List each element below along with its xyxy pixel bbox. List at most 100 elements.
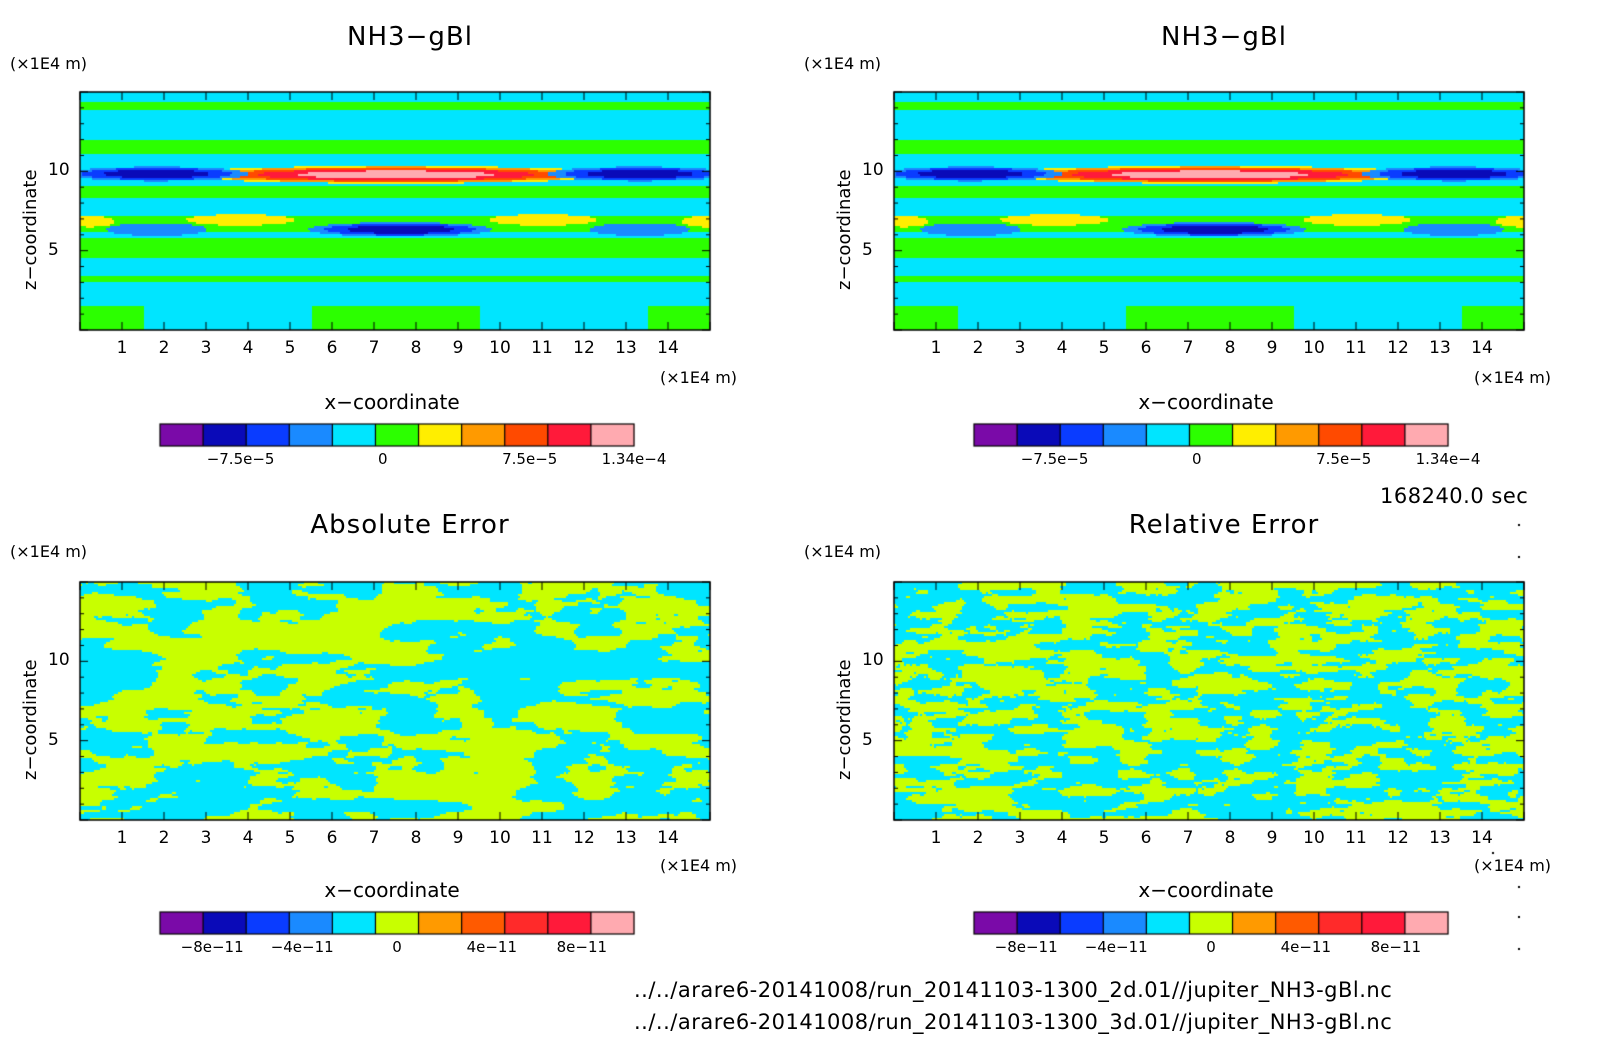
panel-1-x-tick: 11 — [531, 338, 553, 358]
panel-3-x-tick: 2 — [158, 828, 170, 848]
panel-2-colorbar-tick: 7.5e−5 — [1316, 450, 1372, 468]
panel-4-y-unit: (×1E4 m) — [804, 542, 882, 561]
panel-2-x-tick: 1 — [930, 338, 942, 358]
panel-1-x-tick: 12 — [573, 338, 595, 358]
panel-3-x-tick: 4 — [242, 828, 254, 848]
panel-4-y-tick: 10 — [862, 650, 884, 671]
panel-4-colorbar-tick: 4e−11 — [1280, 938, 1332, 956]
panel-1-x-tick: 3 — [200, 338, 212, 358]
panel-3-x-tick: 3 — [200, 828, 212, 848]
panel-4-y-label: z−coordinate — [834, 659, 855, 780]
panel-2-y-tick: 5 — [862, 239, 873, 260]
panel-2-x-tick: 6 — [1140, 338, 1152, 358]
panel-3-x-tick: 11 — [531, 828, 553, 848]
panel-4-x-tick: 13 — [1429, 828, 1451, 848]
panel-2-colorbar-tick: 1.34e−4 — [1415, 450, 1481, 468]
panel-4-x-tick: 10 — [1303, 828, 1325, 848]
panel-2-x-tick: 8 — [1224, 338, 1236, 358]
panel-4-title: Relative Error — [1128, 510, 1320, 540]
panel-4-colorbar-tick: −8e−11 — [994, 938, 1058, 956]
panel-3-title: Absolute Error — [310, 510, 510, 540]
panel-2-x-tick: 14 — [1471, 338, 1493, 358]
panel-3-x-unit: (×1E4 m) — [660, 856, 738, 875]
panel-2-title: NH3−gBl — [1161, 22, 1287, 52]
panel-4-colorbar-tick: 0 — [1206, 938, 1216, 956]
panel-4-x-tick: 11 — [1345, 828, 1367, 848]
panel-4-y-tick: 5 — [862, 729, 873, 750]
panel-3-colorbar-tick: 8e−11 — [556, 938, 608, 956]
panel-4-x-tick: 1 — [930, 828, 942, 848]
panel-1-y-unit: (×1E4 m) — [10, 54, 88, 73]
panel-3-x-label: x−coordinate — [324, 878, 460, 902]
panel-2-x-tick: 11 — [1345, 338, 1367, 358]
panel-1-colorbar-tick: −7.5e−5 — [206, 450, 275, 468]
panel-4-x-tick: 12 — [1387, 828, 1409, 848]
panel-2-colorbar-tick: −7.5e−5 — [1020, 450, 1089, 468]
panel-4-x-tick: 5 — [1098, 828, 1110, 848]
panel-3-y-label: z−coordinate — [20, 659, 41, 780]
panel-3-colorbar-tick: −4e−11 — [270, 938, 334, 956]
panel-3-y-tick: 10 — [48, 650, 70, 671]
panel-4-x-tick: 4 — [1056, 828, 1068, 848]
panel-4-x-tick: 2 — [972, 828, 984, 848]
panel-2-y-tick: 10 — [862, 160, 884, 181]
panel-3-x-tick: 9 — [452, 828, 464, 848]
panel-1-y-tick: 10 — [48, 160, 70, 181]
panel-2-x-tick: 5 — [1098, 338, 1110, 358]
panel-3-x-tick: 1 — [116, 828, 128, 848]
panel-3-x-tick: 13 — [615, 828, 637, 848]
panel-1-y-tick: 5 — [48, 239, 59, 260]
panel-2-x-tick: 12 — [1387, 338, 1409, 358]
panel-3-x-tick: 8 — [410, 828, 422, 848]
panel-3-x-tick: 14 — [657, 828, 679, 848]
panel-4-x-tick: 8 — [1224, 828, 1236, 848]
panel-3-colorbar-tick: −8e−11 — [180, 938, 244, 956]
panel-1-x-tick: 14 — [657, 338, 679, 358]
panel-4-x-tick: 6 — [1140, 828, 1152, 848]
panel-2-y-unit: (×1E4 m) — [804, 54, 882, 73]
panel-1-colorbar-tick: 0 — [377, 450, 388, 468]
panel-2-y-label: z−coordinate — [834, 169, 855, 290]
panel-4-x-unit: (×1E4 m) — [1474, 856, 1552, 875]
panel-1-x-tick: 10 — [489, 338, 511, 358]
panel-1-x-tick: 4 — [242, 338, 254, 358]
panel-4-x-tick: 7 — [1182, 828, 1194, 848]
source-file-1: ../../arare6-20141008/run_20141103-1300_… — [634, 978, 1393, 1002]
panel-4-colorbar-tick: −4e−11 — [1084, 938, 1148, 956]
panel-1-x-tick: 1 — [116, 338, 128, 358]
panel-1-x-tick: 13 — [615, 338, 637, 358]
panel-2-x-tick: 9 — [1266, 338, 1278, 358]
panel-3-x-tick: 7 — [368, 828, 380, 848]
panel-3-x-tick: 6 — [326, 828, 338, 848]
panel-2-x-unit: (×1E4 m) — [1474, 368, 1552, 387]
panel-1-x-unit: (×1E4 m) — [660, 368, 738, 387]
time-readout: 168240.0 sec — [1380, 484, 1529, 508]
panel-2-x-tick: 7 — [1182, 338, 1194, 358]
panel-1-colorbar-tick: 1.34e−4 — [601, 450, 667, 468]
panel-1-x-tick: 5 — [284, 338, 296, 358]
panel-2-x-tick: 10 — [1303, 338, 1325, 358]
panel-3-y-tick: 5 — [48, 729, 59, 750]
panel-2-x-tick: 13 — [1429, 338, 1451, 358]
panel-1-x-tick: 2 — [158, 338, 170, 358]
panel-4-x-tick: 3 — [1014, 828, 1026, 848]
panel-1-x-tick: 8 — [410, 338, 422, 358]
panel-3-x-tick: 5 — [284, 828, 296, 848]
panel-3-y-unit: (×1E4 m) — [10, 542, 88, 561]
panel-4-x-tick: 14 — [1471, 828, 1493, 848]
panel-2-x-tick: 3 — [1014, 338, 1026, 358]
panel-1-x-tick: 9 — [452, 338, 464, 358]
panel-2-x-tick: 4 — [1056, 338, 1068, 358]
panel-1-title: NH3−gBl — [347, 22, 473, 52]
panel-3-x-tick: 12 — [573, 828, 595, 848]
panel-3-colorbar-tick: 0 — [392, 938, 402, 956]
panel-1-x-tick: 7 — [368, 338, 380, 358]
panel-2-colorbar-tick: 0 — [1191, 450, 1202, 468]
panel-4-x-label: x−coordinate — [1138, 878, 1274, 902]
panel-1-colorbar-tick: 7.5e−5 — [502, 450, 558, 468]
panel-2-x-tick: 2 — [972, 338, 984, 358]
panel-1-x-tick: 6 — [326, 338, 338, 358]
panel-1-x-label: x−coordinate — [324, 390, 460, 414]
panel-1-y-label: z−coordinate — [20, 169, 41, 290]
